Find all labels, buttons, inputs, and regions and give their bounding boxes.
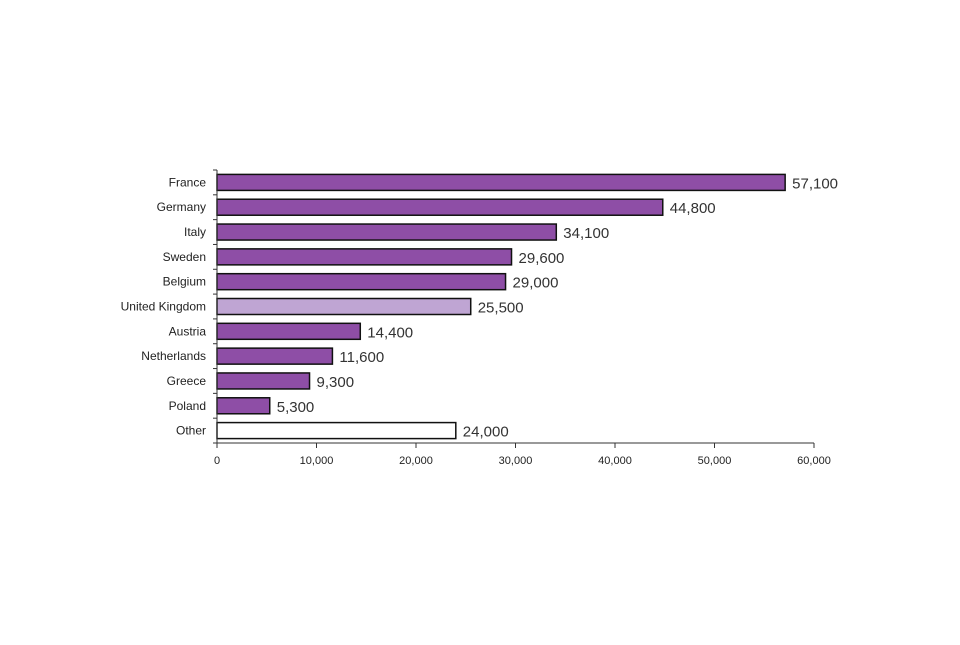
value-label-france: 57,100 bbox=[792, 175, 838, 192]
value-label-netherlands: 11,600 bbox=[339, 349, 384, 366]
value-label-sweden: 29,600 bbox=[519, 250, 565, 267]
category-label-united-kingdom: United Kingdom bbox=[121, 300, 206, 314]
bar-france bbox=[216, 173, 786, 192]
bar-netherlands bbox=[216, 347, 334, 365]
category-label-greece: Greece bbox=[167, 374, 207, 388]
bar-greece bbox=[216, 372, 311, 390]
value-label-other: 24,000 bbox=[463, 424, 509, 441]
category-label-france: France bbox=[169, 175, 207, 189]
x-tick-label: 60,000 bbox=[797, 455, 831, 467]
value-label-united-kingdom: 25,500 bbox=[478, 300, 524, 317]
x-tick-label: 30,000 bbox=[499, 455, 533, 467]
axes: 0 10,000 20,000 30,000 40,000 50,000 60,000 bbox=[213, 169, 831, 467]
category-label-belgium: Belgium bbox=[163, 275, 206, 289]
value-label-greece: 9,300 bbox=[317, 374, 355, 391]
category-label-germany: Germany bbox=[157, 200, 206, 214]
bar-sweden bbox=[216, 248, 513, 266]
value-label-austria: 14,400 bbox=[367, 324, 413, 341]
x-tick-label: 0 bbox=[214, 455, 220, 467]
value-label-belgium: 29,000 bbox=[513, 275, 559, 292]
value-label-italy: 34,100 bbox=[563, 225, 609, 242]
x-tick-label: 20,000 bbox=[399, 455, 433, 467]
bar-other bbox=[216, 421, 457, 440]
category-label-sweden: Sweden bbox=[163, 250, 206, 264]
category-label-poland: Poland bbox=[169, 399, 206, 413]
category-label-italy: Italy bbox=[184, 225, 206, 239]
bar-united-kingdom bbox=[216, 297, 472, 316]
bar-italy bbox=[216, 223, 558, 241]
value-label-germany: 44,800 bbox=[670, 200, 716, 217]
category-label-austria: Austria bbox=[169, 324, 207, 338]
bar-germany bbox=[216, 198, 664, 216]
x-tick-label: 40,000 bbox=[598, 455, 632, 467]
bar-austria bbox=[216, 322, 362, 341]
bar-belgium bbox=[216, 272, 507, 291]
labels-layer: France 57,100 Germany 44,800 Italy 34,100 Swed… bbox=[121, 175, 838, 440]
x-tick-label: 50,000 bbox=[698, 455, 732, 467]
bar-poland bbox=[216, 397, 271, 415]
value-label-poland: 5,300 bbox=[277, 399, 315, 416]
x-tick-label: 10,000 bbox=[300, 455, 334, 467]
category-label-other: Other bbox=[176, 424, 206, 438]
category-label-netherlands: Netherlands bbox=[141, 349, 206, 363]
